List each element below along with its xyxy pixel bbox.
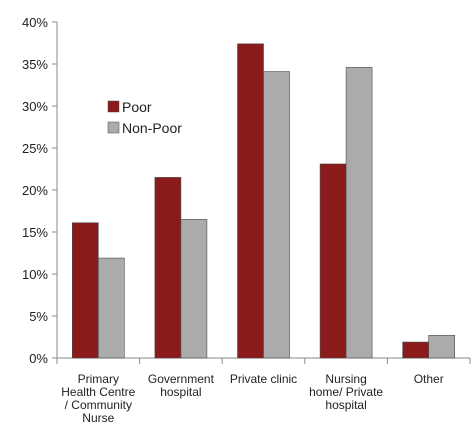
category-label: / Community bbox=[65, 398, 132, 412]
y-tick-label: 30% bbox=[22, 99, 48, 114]
y-axis: 0% 5% 10% 15% 20% 25% 30% 35% 40% bbox=[22, 15, 58, 366]
y-tick-label: 10% bbox=[22, 267, 48, 282]
bar-non-poor-4 bbox=[428, 335, 456, 359]
bar-non-poor-3 bbox=[345, 67, 373, 359]
x-axis bbox=[56, 357, 471, 364]
y-tick-label: 25% bbox=[22, 141, 48, 156]
bar-non-poor-1 bbox=[180, 219, 208, 359]
bar-poor-2 bbox=[237, 43, 264, 359]
bar-poor-3 bbox=[319, 163, 347, 359]
legend-label: Non-Poor bbox=[122, 120, 182, 136]
legend: Poor Non-Poor bbox=[107, 99, 182, 136]
bar-non-poor-0 bbox=[98, 257, 125, 359]
category-label: Private clinic bbox=[230, 372, 297, 386]
y-tick-label: 35% bbox=[22, 57, 48, 72]
legend-swatch bbox=[107, 121, 120, 134]
category-label: hospital bbox=[325, 398, 366, 412]
category-label: Primary bbox=[78, 372, 119, 386]
category-label: Nursing bbox=[325, 372, 366, 386]
category-label: hospital bbox=[160, 385, 201, 399]
category-label: Other bbox=[414, 372, 444, 386]
category-label: Health Centre bbox=[61, 385, 135, 399]
y-tick-label: 0% bbox=[29, 351, 48, 366]
bars bbox=[72, 43, 456, 359]
y-tick-label: 15% bbox=[22, 225, 48, 240]
bar-poor-4 bbox=[402, 341, 430, 359]
y-tick-label: 40% bbox=[22, 15, 48, 30]
category-label: Nurse bbox=[82, 411, 114, 425]
bar-poor-0 bbox=[72, 222, 99, 359]
bar-non-poor-2 bbox=[263, 71, 290, 359]
bar-poor-1 bbox=[154, 177, 182, 359]
y-tick-label: 5% bbox=[29, 309, 48, 324]
category-label: Government bbox=[148, 372, 215, 386]
category-label: home/ Private bbox=[309, 385, 383, 399]
legend-label: Poor bbox=[122, 99, 152, 115]
legend-swatch bbox=[107, 100, 120, 113]
y-tick-label: 20% bbox=[22, 183, 48, 198]
